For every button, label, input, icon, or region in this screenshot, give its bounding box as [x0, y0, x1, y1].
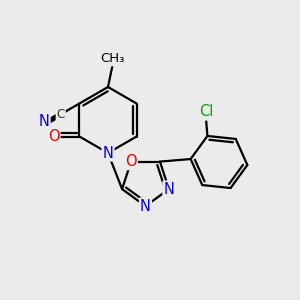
- Text: N: N: [103, 146, 113, 160]
- Text: C: C: [57, 108, 65, 121]
- Text: N: N: [164, 182, 174, 196]
- Text: Cl: Cl: [199, 104, 213, 119]
- Text: O: O: [48, 129, 59, 144]
- Text: CH₃: CH₃: [100, 52, 125, 65]
- Text: N: N: [39, 114, 50, 129]
- Text: N: N: [140, 199, 151, 214]
- Text: O: O: [125, 154, 137, 169]
